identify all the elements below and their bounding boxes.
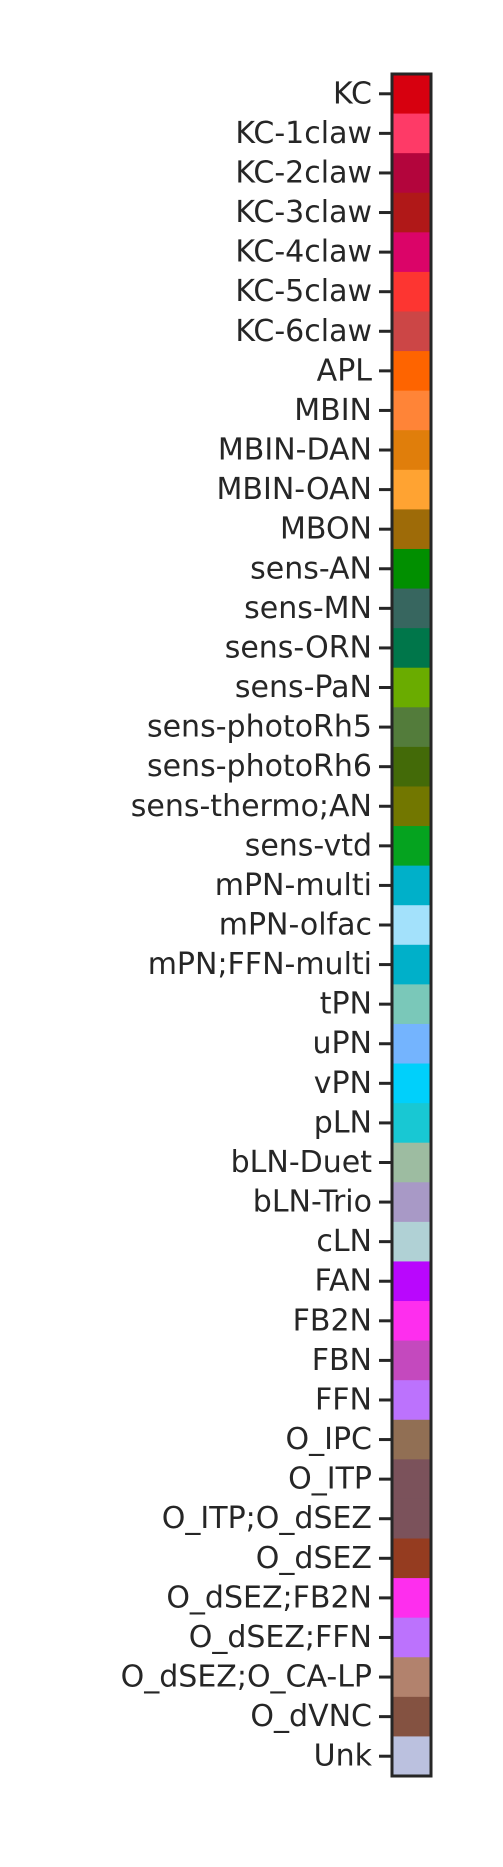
tick-label: KC-4claw xyxy=(235,235,372,270)
color-cell-11 xyxy=(392,509,431,550)
tick-label: O_dSEZ;O_CA-LP xyxy=(121,1660,372,1695)
tick-label: cLN xyxy=(316,1224,372,1259)
tick-label: FB2N xyxy=(293,1303,372,1338)
tick-label: Unk xyxy=(314,1739,373,1774)
tick-label: uPN xyxy=(312,1026,372,1061)
color-cell-7 xyxy=(392,351,431,392)
tick-label: tPN xyxy=(320,987,372,1022)
color-cell-37 xyxy=(392,1538,431,1579)
tick-label: FAN xyxy=(315,1264,372,1299)
tick-label: O_dSEZ;FFN xyxy=(189,1620,372,1655)
tick-label: sens-photoRh6 xyxy=(147,749,372,784)
color-cell-26 xyxy=(392,1103,431,1144)
tick-label: bLN-Duet xyxy=(231,1145,373,1180)
tick-label: MBIN-OAN xyxy=(217,472,372,507)
tick-label: KC-1claw xyxy=(235,116,372,151)
color-cell-39 xyxy=(392,1617,431,1658)
color-cell-38 xyxy=(392,1578,431,1619)
tick-label: O_dSEZ;FB2N xyxy=(166,1580,372,1615)
color-cell-23 xyxy=(392,984,431,1025)
color-cell-31 xyxy=(392,1301,431,1342)
tick-label: MBON xyxy=(280,512,372,547)
color-cell-33 xyxy=(392,1380,431,1421)
tick-label: sens-vtd xyxy=(245,828,372,863)
tick-label: O_IPC xyxy=(286,1422,373,1457)
tick-label: KC-3claw xyxy=(235,195,372,230)
tick-label: KC xyxy=(333,76,372,111)
color-cell-25 xyxy=(392,1063,431,1104)
color-cell-40 xyxy=(392,1657,431,1698)
color-cell-19 xyxy=(392,826,431,867)
tick-label: sens-thermo;AN xyxy=(131,789,372,824)
color-cell-17 xyxy=(392,746,431,788)
tick-label: O_ITP;O_dSEZ xyxy=(162,1501,372,1536)
color-cell-24 xyxy=(392,1023,431,1065)
tick-label: KC-2claw xyxy=(235,155,372,190)
tick-label: sens-PaN xyxy=(235,670,372,705)
tick-label: sens-AN xyxy=(250,551,372,586)
tick-label: KC-6claw xyxy=(235,314,372,349)
tick-label: mPN-multi xyxy=(215,868,372,903)
color-cell-27 xyxy=(392,1142,431,1183)
tick-label: vPN xyxy=(314,1066,372,1101)
color-cell-12 xyxy=(392,548,431,590)
tick-label: KC-5claw xyxy=(235,274,372,309)
tick-label: sens-ORN xyxy=(225,630,372,665)
color-cell-36 xyxy=(392,1498,431,1540)
tick-label: mPN-olfac xyxy=(219,908,372,943)
color-cell-15 xyxy=(392,667,431,708)
color-cell-3 xyxy=(392,192,431,233)
color-cell-6 xyxy=(392,311,431,352)
tick-label: MBIN xyxy=(294,393,372,428)
color-cell-2 xyxy=(392,153,431,194)
color-cell-34 xyxy=(392,1419,431,1460)
tick-label: bLN-Trio xyxy=(253,1185,372,1220)
tick-label: FFN xyxy=(315,1382,372,1417)
color-cell-41 xyxy=(392,1696,431,1738)
color-cell-22 xyxy=(392,944,431,985)
colorbar-frame xyxy=(390,72,433,1778)
tick-label: O_dSEZ xyxy=(256,1541,372,1576)
tick-label: sens-MN xyxy=(244,591,372,626)
color-cell-10 xyxy=(392,469,431,510)
color-cell-20 xyxy=(392,865,431,906)
color-cell-13 xyxy=(392,588,431,629)
color-cell-32 xyxy=(392,1340,431,1381)
color-cell-28 xyxy=(392,1182,431,1223)
tick-label: MBIN-DAN xyxy=(218,433,372,468)
color-cell-29 xyxy=(392,1221,431,1263)
tick-label: mPN;FFN-multi xyxy=(148,947,372,982)
tick-label: O_dVNC xyxy=(250,1699,372,1734)
color-cell-0 xyxy=(392,74,431,115)
color-cell-35 xyxy=(392,1459,431,1500)
tick-label: pLN xyxy=(314,1105,372,1140)
color-cell-1 xyxy=(392,113,431,154)
color-cell-42 xyxy=(392,1736,431,1777)
color-cell-9 xyxy=(392,430,431,471)
color-cell-16 xyxy=(392,707,431,748)
tick-label: sens-photoRh5 xyxy=(147,710,372,745)
color-cell-30 xyxy=(392,1261,431,1302)
color-cell-18 xyxy=(392,786,431,827)
tick-label: O_ITP xyxy=(288,1462,372,1497)
tick-label: FBN xyxy=(312,1343,372,1378)
color-cell-4 xyxy=(392,232,431,273)
color-cell-14 xyxy=(392,628,431,669)
color-cell-21 xyxy=(392,905,431,946)
color-cell-8 xyxy=(392,390,431,431)
color-cell-5 xyxy=(392,271,431,313)
tick-label: APL xyxy=(317,353,373,388)
